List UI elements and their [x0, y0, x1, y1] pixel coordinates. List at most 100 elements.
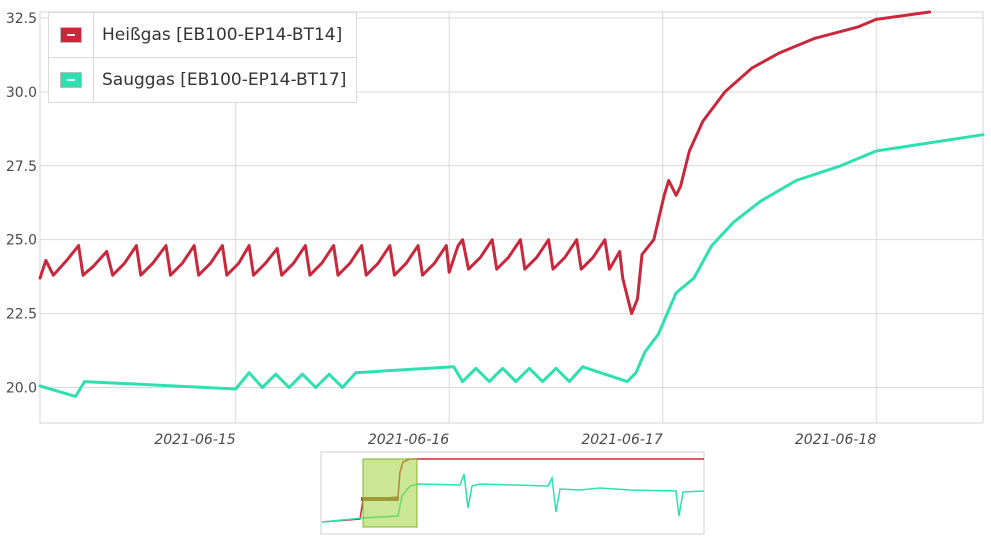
data-point — [621, 276, 624, 280]
data-point — [452, 365, 455, 368]
data-point — [875, 18, 878, 21]
data-point — [164, 244, 168, 247]
data-point — [563, 256, 567, 259]
data-point — [274, 373, 277, 376]
series-line-0[interactable] — [38, 10, 932, 316]
data-point — [348, 262, 352, 265]
data-point — [456, 244, 460, 247]
legend: Heißgas [EB100-EP14-BT14] Sauggas [EB100… — [48, 12, 358, 103]
data-point — [551, 268, 555, 271]
legend-label-sauggas: Sauggas [EB100-EP14-BT17] — [102, 70, 347, 90]
data-point — [92, 265, 95, 268]
data-point — [225, 274, 228, 277]
data-point — [528, 367, 531, 370]
data-point — [354, 371, 357, 374]
data-point — [514, 380, 518, 383]
data-point — [777, 52, 780, 55]
data-point — [301, 373, 304, 376]
plot-frame — [39, 11, 984, 424]
legend-swatch-heissgas — [60, 27, 82, 43]
legend-swatch-sauggas — [60, 72, 82, 88]
data-point — [287, 386, 291, 389]
data-point — [234, 387, 237, 391]
data-point — [710, 244, 713, 247]
data-point — [603, 238, 607, 241]
series-layer — [38, 10, 985, 398]
data-point — [105, 250, 108, 253]
data-point — [123, 262, 126, 265]
data-point — [38, 384, 42, 388]
data-point — [547, 238, 550, 241]
data-point — [461, 238, 464, 241]
data-point — [692, 276, 696, 280]
data-point — [488, 380, 491, 383]
data-point — [135, 244, 138, 247]
data-point — [327, 373, 331, 376]
data-point — [857, 25, 860, 28]
data-point — [759, 200, 762, 203]
data-point — [501, 367, 504, 370]
data-point — [679, 185, 682, 188]
data-point — [568, 380, 571, 383]
data-point — [541, 380, 544, 383]
data-point — [636, 297, 639, 300]
data-point — [252, 274, 255, 277]
data-point — [276, 247, 279, 250]
y-tick-label: 30.0 — [6, 85, 37, 101]
data-point — [630, 312, 633, 315]
data-point — [618, 250, 621, 253]
data-point — [209, 262, 212, 265]
data-point — [467, 268, 470, 271]
data-point — [38, 276, 42, 280]
data-point — [507, 256, 510, 259]
data-point — [981, 133, 985, 136]
x-tick-label: 2021-06-16 — [368, 432, 449, 448]
data-point — [652, 238, 655, 241]
data-point — [421, 274, 424, 277]
data-point — [304, 244, 307, 247]
data-point — [247, 244, 251, 247]
data-point — [81, 274, 85, 277]
data-point — [336, 274, 340, 277]
data-point — [640, 253, 644, 256]
legend-item-heissgas[interactable]: Heißgas [EB100-EP14-BT14] — [49, 13, 356, 57]
data-point — [247, 371, 251, 374]
data-point — [643, 350, 647, 354]
data-point — [674, 291, 678, 295]
data-point — [732, 220, 736, 224]
data-point — [657, 333, 660, 336]
data-point — [308, 274, 312, 277]
data-point — [74, 395, 77, 398]
data-point — [461, 380, 464, 383]
legend-item-sauggas[interactable]: Sauggas [EB100-EP14-BT17] — [49, 57, 357, 102]
y-tick-label: 22.5 — [6, 307, 37, 323]
data-point — [723, 90, 727, 94]
navigator-selection[interactable] — [362, 458, 418, 528]
data-point — [581, 365, 584, 368]
data-point — [237, 262, 240, 265]
data-point — [523, 268, 526, 271]
data-point — [575, 238, 578, 241]
data-point — [65, 259, 68, 262]
data-point — [491, 238, 494, 241]
data-point — [666, 312, 669, 315]
data-point — [433, 262, 436, 265]
data-point — [261, 386, 264, 389]
data-point — [52, 274, 55, 277]
x-tick-label: 2021-06-18 — [795, 432, 876, 448]
data-point — [280, 274, 283, 277]
data-point — [320, 262, 323, 265]
data-point — [626, 380, 629, 383]
data-point — [151, 262, 154, 265]
y-tick-label: 20.0 — [6, 381, 37, 397]
y-tick-label: 27.5 — [6, 159, 37, 175]
data-point — [663, 194, 666, 197]
x-tick-label: 2021-06-15 — [154, 432, 235, 448]
data-point — [360, 244, 363, 247]
navigator[interactable] — [320, 451, 705, 535]
data-point — [197, 274, 200, 277]
data-point — [332, 244, 335, 247]
series-line-1[interactable] — [38, 133, 985, 398]
data-point — [812, 37, 816, 40]
